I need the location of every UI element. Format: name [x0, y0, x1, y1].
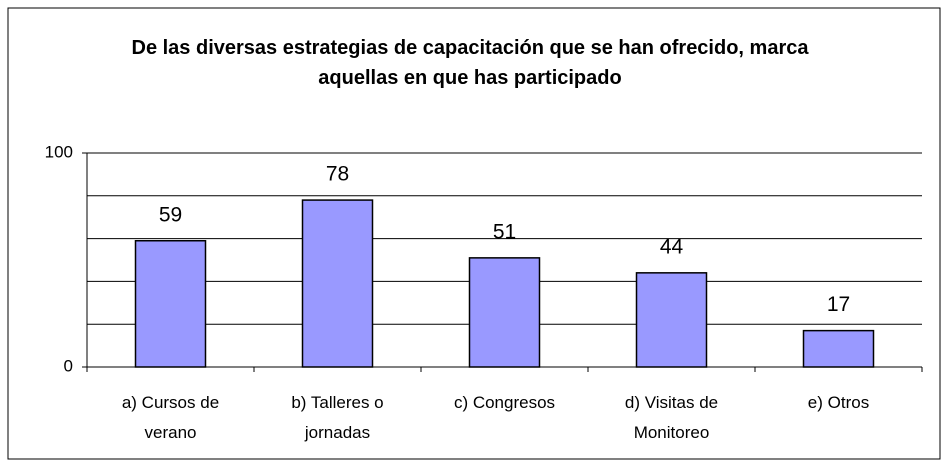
chart-border	[7, 7, 941, 460]
data-label: 59	[159, 203, 182, 226]
x-tick-label: b) Talleres o jornadas	[291, 393, 384, 442]
chart-title: De las diversas estrategias de capacitac…	[131, 37, 809, 89]
bar	[468, 257, 541, 368]
data-label: 17	[827, 293, 850, 316]
x-tick-label: c) Congresos	[453, 393, 556, 412]
x-tick-label: e) Otros	[807, 393, 870, 412]
y-tick-label: 0	[64, 356, 73, 375]
bar	[635, 272, 708, 368]
y-tick-label: 100	[45, 142, 73, 161]
data-label: 44	[660, 235, 684, 258]
data-label: 78	[326, 163, 349, 186]
bar	[301, 199, 374, 368]
x-tick-label: a) Cursos de verano	[121, 393, 220, 442]
bar	[134, 239, 207, 368]
bar	[802, 329, 875, 368]
data-label: 51	[493, 220, 516, 243]
x-tick-label: d) Visitas de Monitoreo	[624, 393, 719, 442]
